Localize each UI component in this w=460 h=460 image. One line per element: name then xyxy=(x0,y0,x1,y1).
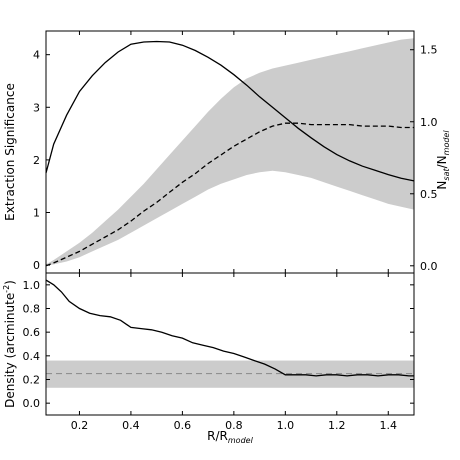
bottom-x-tick-label: 0.8 xyxy=(225,419,243,432)
x-label-main: R/R xyxy=(207,429,228,443)
bottom-y-label-main: Density (arcminute xyxy=(3,293,17,408)
top-right-y-tick-label: 0.5 xyxy=(420,188,438,201)
top-y-axis-label: Extraction Significance xyxy=(3,83,17,221)
bottom-density-band xyxy=(46,360,414,388)
bottom-y-tick-label: 1.0 xyxy=(23,279,41,292)
bottom-x-tick-label: 1.2 xyxy=(328,419,346,432)
bottom-x-tick-label: 0.2 xyxy=(71,419,89,432)
bottom-x-tick-label: 1.0 xyxy=(277,419,295,432)
bottom-x-tick-label: 0.6 xyxy=(174,419,192,432)
top-right-y-tick-label: 0.0 xyxy=(420,260,438,273)
top-ratio-band xyxy=(46,38,414,266)
bottom-y-tick-label: 0.0 xyxy=(23,397,41,410)
top-right-y-label-sub1: sat xyxy=(442,168,451,181)
bottom-x-tick-label: 0.4 xyxy=(122,419,140,432)
bottom-y-tick-label: 0.6 xyxy=(23,326,41,339)
top-right-y-tick-label: 1.0 xyxy=(420,116,438,129)
bottom-density-line xyxy=(45,279,414,377)
top-right-y-tick-label: 1.5 xyxy=(420,44,438,57)
top-y-tick-label: 0 xyxy=(33,259,40,272)
top-plot: 0 1 2 3 4 0.0 0.5 1.0 1.5 Extraction Significanc… xyxy=(3,30,451,274)
top-ratio-line xyxy=(45,122,414,267)
bottom-plot-frame xyxy=(45,272,415,416)
bottom-y-axis-label: Density (arcminute-2) xyxy=(2,280,17,408)
bottom-x-tick-label: 1.4 xyxy=(380,419,398,432)
top-y-tick-label: 4 xyxy=(33,49,40,62)
top-y-tick-label: 1 xyxy=(33,207,40,220)
top-significance-line xyxy=(45,40,415,182)
bottom-y-tick-label: 0.8 xyxy=(23,303,41,316)
top-right-y-axis-label: Nsat/Nmodel xyxy=(435,130,451,190)
bottom-y-tick-label: 0.2 xyxy=(23,374,41,387)
top-y-tick-label: 2 xyxy=(33,154,40,167)
top-right-y-label-mid: /N xyxy=(435,155,449,168)
bottom-y-tick-label: 0.4 xyxy=(23,350,41,363)
x-label-sub: model xyxy=(228,436,254,445)
top-y-tick-label: 3 xyxy=(33,101,40,114)
bottom-x-axis-label: R/Rmodel xyxy=(207,429,253,445)
top-right-y-label-sub2: model xyxy=(442,130,451,156)
bottom-y-label-sup: -2 xyxy=(2,285,11,293)
bottom-y-label-end: ) xyxy=(3,280,17,285)
top-right-y-label-main: N xyxy=(435,181,449,190)
bottom-plot: 0.2 0.4 0.6 0.8 1.0 1.2 1.40.00.20.40.60.81.0 … xyxy=(2,272,415,445)
